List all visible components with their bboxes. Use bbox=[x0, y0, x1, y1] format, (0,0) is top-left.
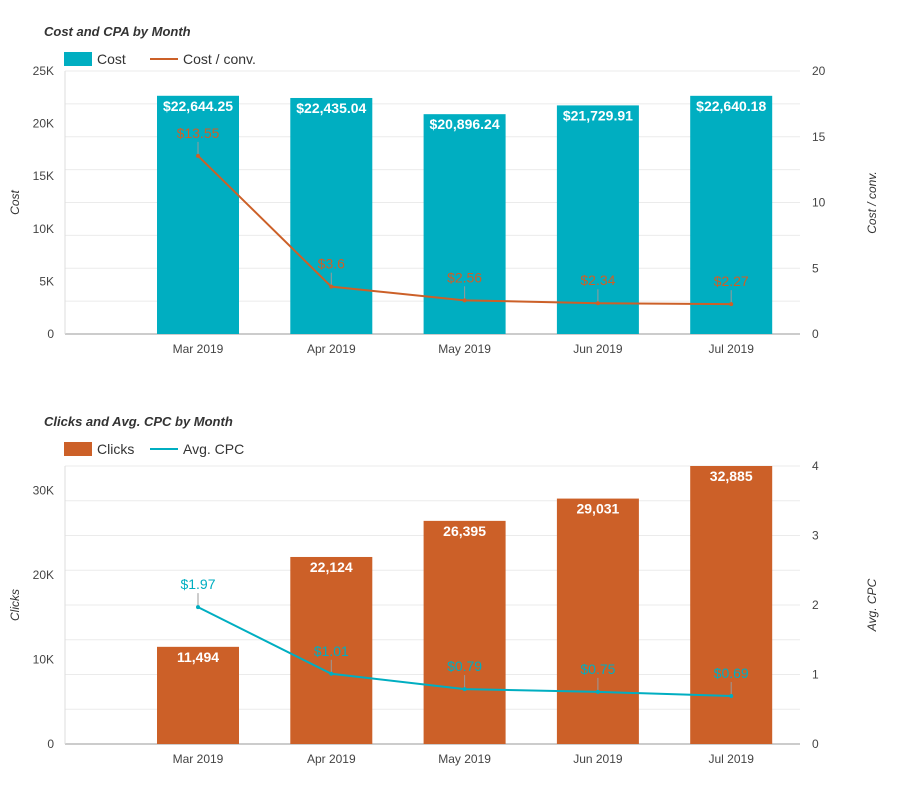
y-axis-title: Cost bbox=[8, 190, 22, 215]
y-tick-label: 0 bbox=[47, 737, 54, 751]
line-point[interactable] bbox=[729, 694, 734, 699]
x-tick-label: Mar 2019 bbox=[173, 752, 224, 766]
y-tick-label: 10K bbox=[33, 222, 54, 236]
x-tick-label: Apr 2019 bbox=[307, 342, 356, 356]
y2-axis-title: Avg. CPC bbox=[865, 578, 879, 632]
line-point[interactable] bbox=[329, 671, 334, 676]
bar[interactable] bbox=[290, 556, 373, 744]
legend-swatch-bar bbox=[64, 52, 92, 66]
line-data-label: $2.56 bbox=[447, 269, 482, 285]
line-point[interactable] bbox=[462, 298, 467, 303]
line-data-label: $1.01 bbox=[314, 643, 349, 659]
y-tick-label: 20K bbox=[33, 568, 54, 582]
bar[interactable] bbox=[157, 646, 239, 744]
legend-swatch-bar bbox=[64, 442, 92, 456]
line-point[interactable] bbox=[595, 301, 600, 306]
line-data-label: $2.34 bbox=[580, 272, 615, 288]
y-tick-label: 10K bbox=[33, 652, 54, 666]
bar[interactable] bbox=[290, 97, 373, 335]
line-point[interactable] bbox=[196, 153, 200, 158]
legend-line-label[interactable]: Cost / conv. bbox=[183, 51, 256, 67]
y2-axis-title: Cost / conv. bbox=[865, 171, 879, 233]
bar-data-label: $20,896.24 bbox=[430, 116, 500, 132]
bar-data-label: 26,395 bbox=[443, 523, 486, 539]
bar[interactable] bbox=[690, 466, 773, 744]
line-point[interactable] bbox=[462, 687, 467, 692]
y-tick-label: 25K bbox=[33, 64, 54, 78]
y2-tick-label: 15 bbox=[812, 130, 826, 144]
y-axis-title: Clicks bbox=[8, 589, 22, 621]
bar-data-label: 29,031 bbox=[576, 501, 619, 517]
line-point[interactable] bbox=[595, 689, 600, 694]
x-tick-label: Jun 2019 bbox=[573, 752, 623, 766]
line-data-label: $3.6 bbox=[318, 256, 345, 272]
line-data-label: $0.69 bbox=[714, 665, 749, 681]
y2-tick-label: 2 bbox=[812, 598, 819, 612]
y2-tick-label: 10 bbox=[812, 196, 826, 210]
y-tick-label: 20K bbox=[33, 117, 54, 131]
legend-bar-label[interactable]: Clicks bbox=[97, 441, 134, 457]
y2-tick-label: 3 bbox=[812, 529, 819, 543]
y2-tick-label: 0 bbox=[812, 737, 819, 751]
x-tick-label: Jul 2019 bbox=[709, 752, 755, 766]
x-tick-label: Jun 2019 bbox=[573, 342, 623, 356]
bar-data-label: 22,124 bbox=[310, 559, 353, 575]
bar-data-label: 32,885 bbox=[710, 468, 753, 484]
chart-title: Clicks and Avg. CPC by Month bbox=[44, 414, 233, 429]
y-tick-label: 30K bbox=[33, 483, 54, 497]
line-point[interactable] bbox=[196, 605, 200, 610]
bar-data-label: $21,729.91 bbox=[563, 107, 633, 123]
x-tick-label: Apr 2019 bbox=[307, 752, 356, 766]
y2-tick-label: 5 bbox=[812, 261, 819, 275]
line-data-label: $0.79 bbox=[447, 658, 482, 674]
line-point[interactable] bbox=[329, 284, 334, 289]
line-data-label: $0.75 bbox=[580, 661, 615, 677]
x-tick-label: Mar 2019 bbox=[173, 342, 224, 356]
bar-data-label: $22,644.25 bbox=[163, 98, 233, 114]
bar[interactable] bbox=[423, 520, 506, 744]
y-tick-label: 0 bbox=[47, 327, 54, 341]
y-tick-label: 15K bbox=[33, 169, 54, 183]
bar-data-label: 11,494 bbox=[177, 649, 219, 665]
y-tick-label: 5K bbox=[39, 274, 54, 288]
legend-bar-label[interactable]: Cost bbox=[97, 51, 126, 67]
y2-tick-label: 20 bbox=[812, 64, 826, 78]
legend-line-label[interactable]: Avg. CPC bbox=[183, 441, 244, 457]
bar-data-label: $22,435.04 bbox=[296, 100, 366, 116]
y2-tick-label: 1 bbox=[812, 668, 819, 682]
y2-tick-label: 0 bbox=[812, 327, 819, 341]
line-data-label: $1.97 bbox=[180, 576, 215, 592]
line-point[interactable] bbox=[729, 302, 734, 307]
y2-tick-label: 4 bbox=[812, 459, 819, 473]
bar-data-label: $22,640.18 bbox=[696, 98, 766, 114]
chart-title: Cost and CPA by Month bbox=[44, 24, 191, 39]
line-data-label: $13.55 bbox=[177, 125, 220, 141]
x-tick-label: May 2019 bbox=[438, 752, 491, 766]
x-tick-label: May 2019 bbox=[438, 342, 491, 356]
line-data-label: $2.27 bbox=[714, 273, 749, 289]
x-tick-label: Jul 2019 bbox=[709, 342, 755, 356]
bar[interactable] bbox=[157, 95, 239, 334]
bar[interactable] bbox=[556, 498, 639, 744]
